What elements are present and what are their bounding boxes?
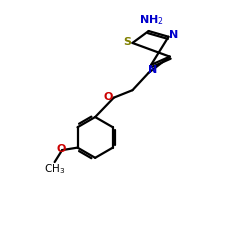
Text: N: N	[169, 30, 178, 40]
Text: NH$_2$: NH$_2$	[139, 14, 164, 28]
Text: O: O	[56, 144, 66, 154]
Text: S: S	[123, 37, 131, 47]
Text: O: O	[104, 92, 113, 102]
Text: CH$_3$: CH$_3$	[44, 162, 65, 176]
Text: N: N	[148, 65, 157, 75]
